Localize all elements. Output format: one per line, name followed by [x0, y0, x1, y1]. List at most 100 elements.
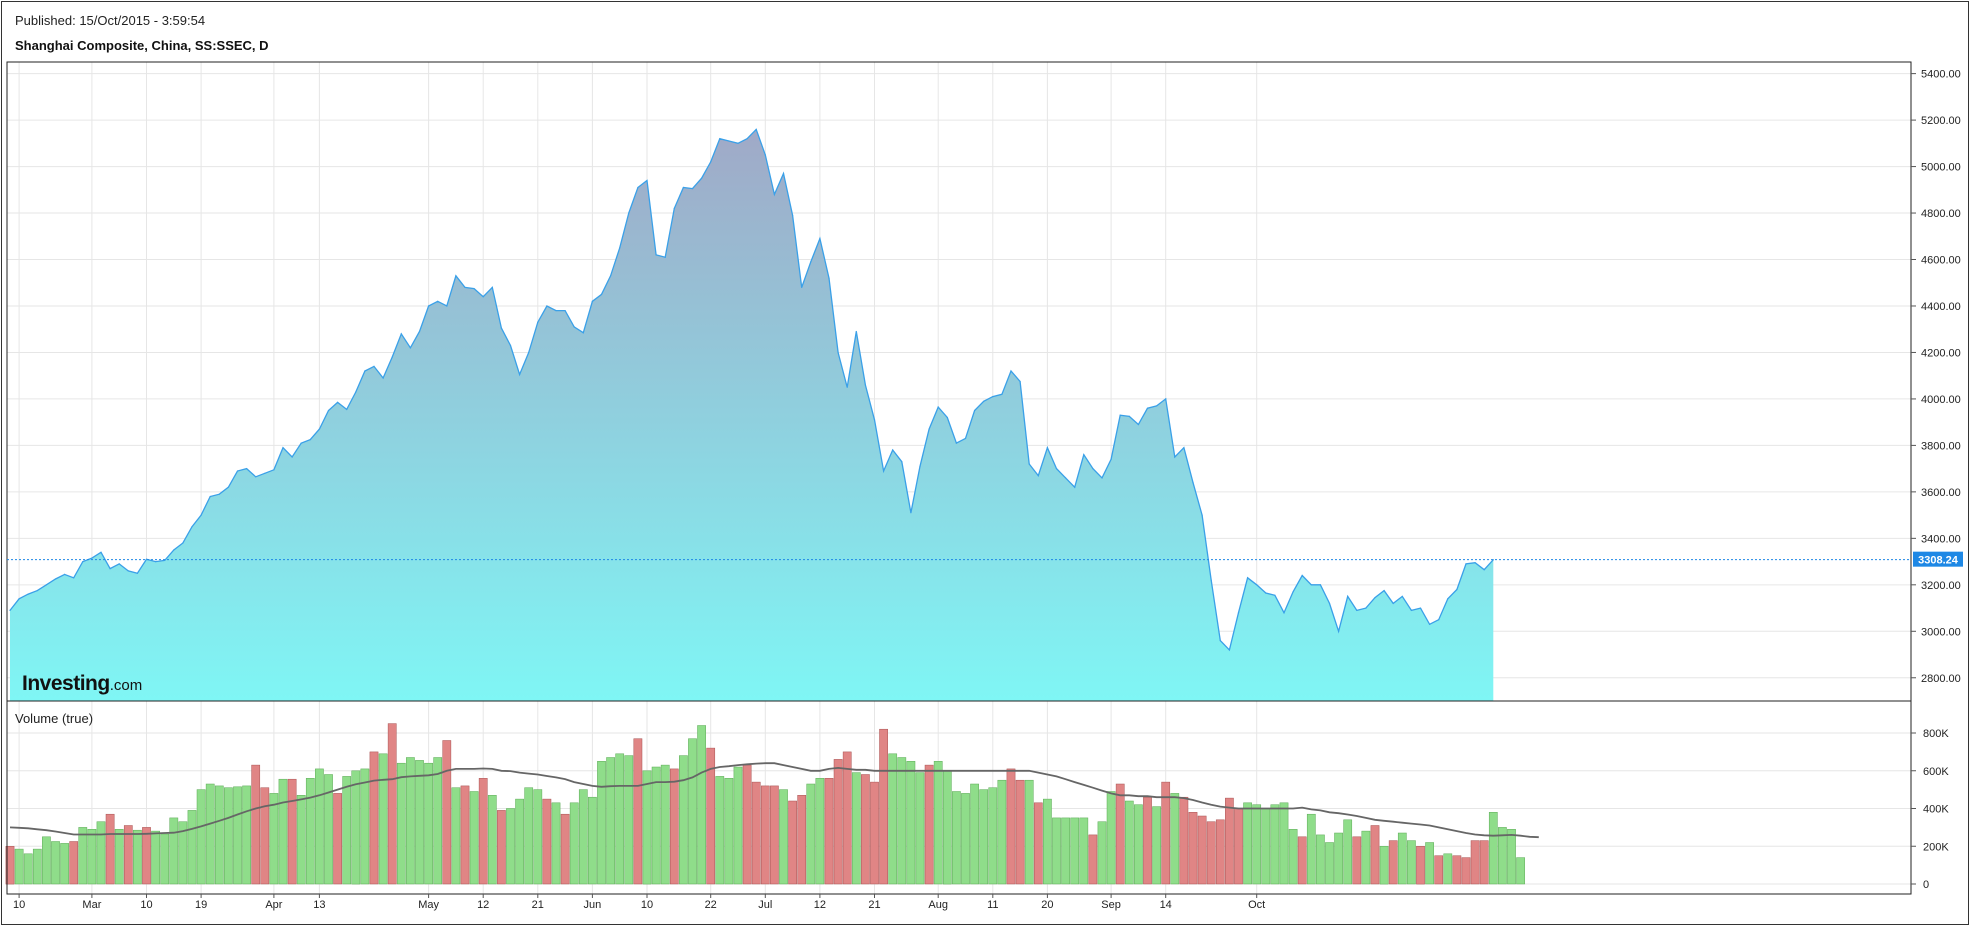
price-point: [755, 128, 757, 130]
time-tick-label: 21: [532, 899, 544, 911]
price-point: [73, 577, 75, 579]
price-point: [564, 310, 566, 312]
volume-bar: [624, 755, 634, 885]
volume-bar: [669, 768, 679, 885]
volume-bar: [1370, 825, 1380, 885]
volume-bar: [1407, 840, 1416, 885]
volume-bar: [1033, 802, 1043, 885]
price-point: [628, 212, 630, 214]
volume-bar: [715, 776, 725, 885]
volume-bars: [5, 723, 1525, 885]
volume-bar: [1252, 804, 1262, 885]
price-point: [682, 186, 685, 189]
price-point: [191, 526, 193, 528]
price-point: [764, 154, 766, 156]
time-tick-label: Sep: [1101, 899, 1121, 911]
volume-bar: [433, 757, 443, 885]
price-point: [273, 469, 275, 471]
price-point: [264, 472, 266, 474]
price-point: [337, 401, 339, 403]
volume-bar: [942, 770, 952, 885]
price-point: [837, 351, 839, 354]
price-point: [455, 275, 457, 277]
volume-bar: [233, 786, 242, 885]
volume-bar: [1288, 829, 1298, 885]
price-point: [1474, 562, 1476, 564]
price-point: [691, 188, 694, 190]
price-point: [637, 186, 639, 189]
price-point: [537, 321, 539, 323]
price-point: [1165, 398, 1167, 400]
volume-bar: [706, 747, 716, 885]
volume-bar: [897, 757, 907, 885]
volume-bar: [506, 808, 515, 885]
price-point: [136, 572, 138, 574]
price-point: [100, 551, 102, 553]
volume-bar: [1115, 783, 1125, 885]
volume-bar: [697, 725, 706, 885]
volume-bar: [788, 800, 797, 885]
price-point: [227, 486, 229, 488]
time-tick-label: 10: [13, 899, 25, 911]
price-point: [282, 447, 284, 449]
volume-bar: [1334, 832, 1343, 885]
price-point: [701, 177, 703, 179]
time-tick-label: 21: [868, 899, 880, 911]
price-point: [1429, 623, 1431, 625]
price-point: [1065, 477, 1067, 479]
price-area: [9, 128, 1494, 701]
price-point: [1456, 588, 1458, 591]
price-point: [1237, 612, 1240, 614]
volume-bar: [588, 796, 597, 885]
price-point: [1383, 590, 1385, 592]
price-point: [1319, 584, 1321, 586]
price-point: [546, 305, 548, 307]
price-point: [1410, 609, 1412, 612]
volume-bar: [1215, 819, 1225, 885]
price-point: [36, 590, 38, 592]
volume-bar: [524, 787, 534, 885]
time-tick-label: 10: [641, 899, 653, 911]
volume-bar: [1352, 836, 1362, 885]
price-point: [1292, 591, 1294, 593]
time-tick-label: 11: [987, 899, 998, 911]
price-point: [1037, 475, 1039, 477]
volume-bar: [1143, 796, 1152, 885]
volume-bar: [760, 785, 770, 885]
volume-bar: [1316, 834, 1325, 885]
volume-bar: [1498, 827, 1507, 885]
volume-bar: [597, 761, 606, 885]
price-point: [792, 214, 794, 216]
volume-bar: [214, 785, 224, 885]
volume-bar: [997, 779, 1007, 885]
volume-bar: [133, 829, 142, 885]
price-point: [1219, 640, 1221, 642]
price-tick-label: 5000.00: [1921, 162, 1961, 174]
price-point: [746, 138, 748, 140]
volume-bar: [1024, 779, 1034, 885]
price-point: [1192, 482, 1194, 484]
volume-bar: [351, 770, 361, 885]
price-point: [910, 512, 912, 514]
volume-panel-border: [6, 700, 1912, 895]
volume-bar: [105, 813, 115, 885]
time-tick-label: Jun: [584, 899, 602, 911]
price-point: [1119, 414, 1121, 416]
volume-bar: [1461, 857, 1471, 885]
volume-bar: [515, 798, 524, 885]
volume-bar: [988, 787, 998, 885]
price-tick-label: 3800.00: [1921, 440, 1961, 452]
volume-bar: [269, 793, 279, 885]
volume-ma-line: [9, 762, 1539, 839]
volume-bar: [278, 778, 288, 885]
volume-bar: [151, 830, 160, 885]
volume-bar: [123, 825, 133, 885]
price-point: [509, 344, 512, 347]
volume-bar: [915, 772, 925, 885]
price-point: [173, 549, 175, 551]
volume-bar: [979, 789, 989, 885]
price-point: [1301, 574, 1303, 577]
price-point: [1083, 454, 1085, 456]
price-point: [810, 261, 812, 263]
